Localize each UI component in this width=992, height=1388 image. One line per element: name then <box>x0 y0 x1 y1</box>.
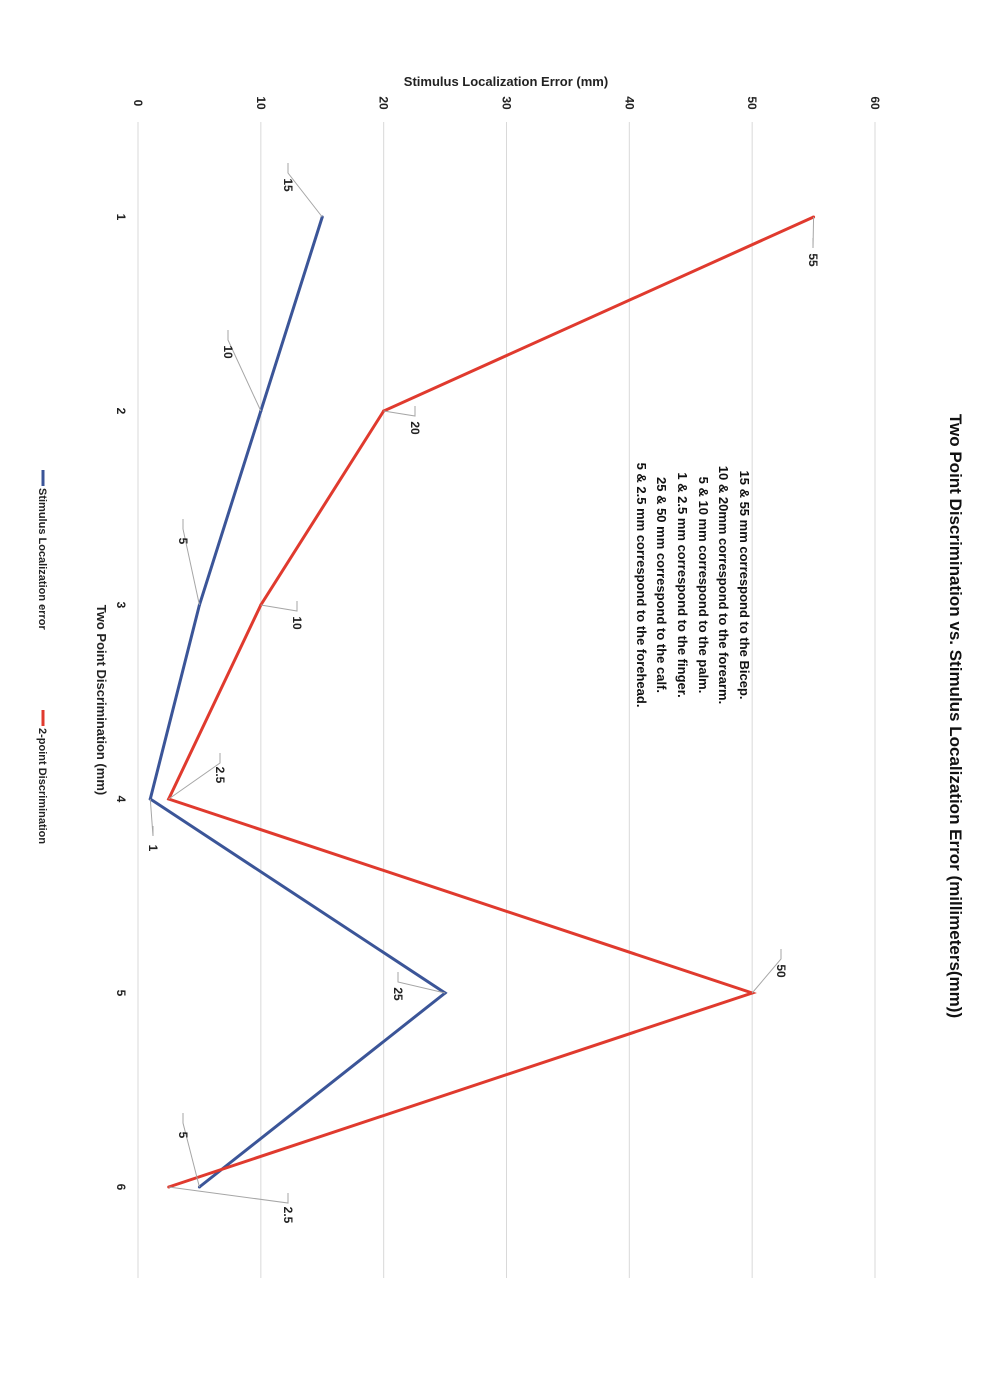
chart-title: Two Point Discrimination vs. Stimulus Lo… <box>946 414 965 1018</box>
y-tick-label: 50 <box>745 96 759 110</box>
x-tick-label: 1 <box>114 214 128 221</box>
leader-line <box>260 601 298 612</box>
leader-line <box>397 972 446 994</box>
annotation-line: 10 & 20mm correspond to the forearm. <box>716 466 731 704</box>
leader-line <box>383 406 416 417</box>
x-tick-label: 3 <box>114 602 128 609</box>
data-label: 2.5 <box>281 1207 295 1224</box>
annotation-line: 25 & 50 mm correspond to the calf. <box>654 477 669 693</box>
y-axis-label: Stimulus Localization Error (mm) <box>404 74 608 89</box>
y-tick-label: 0 <box>131 100 145 107</box>
data-label: 2.5 <box>213 767 227 784</box>
legend-label: 2-point Discrimination <box>36 728 48 844</box>
series-lines <box>148 215 816 1189</box>
annotation-textbox: 15 & 55 mm correspond to the Bicep. 10 & … <box>634 463 752 708</box>
y-tick-label: 20 <box>377 96 391 110</box>
leader-line <box>168 753 221 800</box>
x-tick-label: 2 <box>114 408 128 415</box>
data-label: 15 <box>281 178 295 192</box>
data-label-leaders <box>149 163 815 1204</box>
leader-line <box>182 1113 200 1188</box>
y-tick-label: 60 <box>868 96 882 110</box>
legend: Stimulus Localization error 2-point Discr… <box>36 470 48 844</box>
data-label: 55 <box>806 253 820 267</box>
data-label: 10 <box>290 616 304 630</box>
x-axis-label: Two Point Discrimination (mm) <box>94 605 109 795</box>
x-tick-label: 4 <box>114 796 128 803</box>
data-label: 25 <box>391 987 405 1001</box>
data-label: 5 <box>176 1132 190 1139</box>
leader-line <box>149 798 154 837</box>
x-axis-ticks: 1 2 3 4 5 6 <box>114 214 128 1191</box>
data-label: 20 <box>408 421 422 435</box>
leader-line <box>287 163 323 218</box>
y-axis-ticks: 0 10 20 30 40 50 60 <box>131 96 882 110</box>
annotation-line: 5 & 10 mm correspond to the palm. <box>696 477 711 694</box>
x-tick-label: 6 <box>114 1184 128 1191</box>
legend-label: Stimulus Localization error <box>36 488 48 631</box>
series-line <box>166 215 815 1189</box>
series-line <box>148 216 448 1189</box>
annotation-line: 15 & 55 mm correspond to the Bicep. <box>737 470 752 699</box>
y-tick-label: 10 <box>254 96 268 110</box>
leader-line <box>227 330 262 412</box>
data-label: 10 <box>221 345 235 359</box>
x-tick-label: 5 <box>114 990 128 997</box>
annotation-line: 5 & 2.5 mm correspond to the forehead. <box>634 463 649 708</box>
gridlines <box>137 122 876 1278</box>
y-tick-label: 30 <box>500 96 514 110</box>
leader-line <box>812 216 815 249</box>
data-label: 5 <box>176 538 190 545</box>
leader-line <box>168 1186 289 1204</box>
annotation-line: 1 & 2.5 mm correspond to the finger. <box>675 472 690 697</box>
y-tick-label: 40 <box>622 96 636 110</box>
data-label: 1 <box>146 845 160 852</box>
data-label: 50 <box>774 964 788 978</box>
leader-line <box>751 949 782 994</box>
leader-line <box>182 519 200 606</box>
